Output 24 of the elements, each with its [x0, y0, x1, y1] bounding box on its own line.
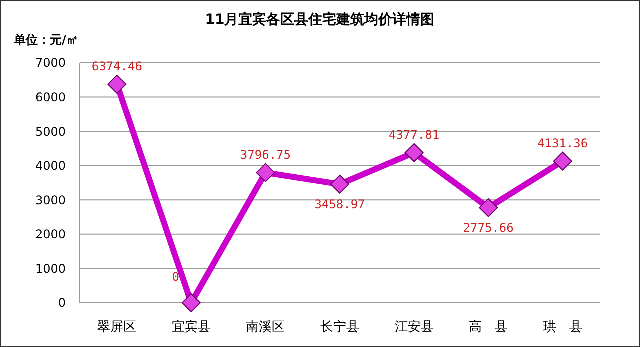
- y-tick-label: 7000: [35, 56, 66, 70]
- chart-title: 11月宜宾各区县住宅建筑均价详情图: [205, 11, 435, 28]
- data-label: 3458.97: [314, 197, 366, 212]
- data-label: 2775.66: [463, 220, 514, 235]
- y-tick-label: 5000: [35, 124, 66, 139]
- y-tick-label: 6000: [35, 90, 66, 104]
- y-tick-label: 4000: [35, 159, 66, 174]
- x-tick-label: 长宁县: [320, 319, 360, 335]
- x-tick-label: 珙 县: [543, 320, 582, 335]
- data-label: 3796.75: [240, 148, 292, 162]
- x-tick-label: 翠屏区: [98, 320, 137, 335]
- x-tick-label: 宜宾县: [172, 319, 211, 335]
- x-tick-label: 江安县: [394, 319, 434, 335]
- y-tick-label: 1000: [35, 262, 66, 276]
- y-axis-title: 单位：元/㎡: [13, 33, 78, 47]
- y-tick-label: 3000: [35, 193, 66, 208]
- data-label: 0: [172, 270, 180, 284]
- x-tick-label: 南溪区: [246, 320, 286, 335]
- y-tick-label: 2000: [35, 228, 66, 242]
- data-label: 6374.46: [92, 59, 142, 74]
- y-tick-label: 0: [58, 296, 66, 310]
- data-label: 4131.36: [538, 136, 588, 150]
- data-label: 4377.81: [388, 128, 440, 142]
- x-tick-label: 高 县: [469, 319, 508, 335]
